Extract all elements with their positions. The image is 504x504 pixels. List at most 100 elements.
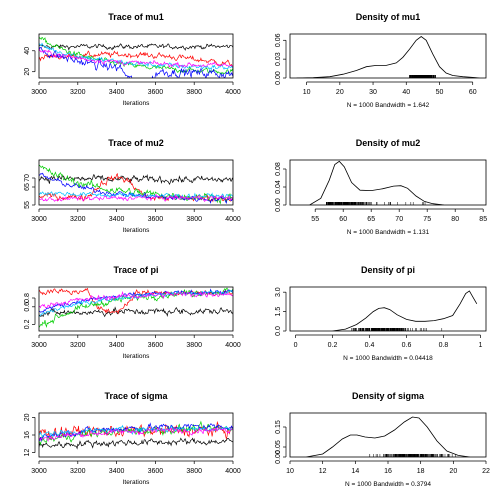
panel-title: Trace of mu1 — [108, 12, 164, 22]
y-tick-label: 0.03 — [275, 52, 282, 66]
plot-area — [306, 416, 470, 457]
x-tick-label: 20 — [336, 89, 344, 96]
trace-series-3 — [39, 36, 233, 75]
trace-series-1 — [39, 174, 233, 185]
plot-area — [39, 420, 233, 450]
y-axis: 0.2 0.60.8 — [24, 293, 36, 329]
x-tick-label: 22 — [482, 468, 490, 475]
trace-series-5 — [39, 424, 233, 438]
plot-frame — [289, 412, 487, 458]
x-axis-label: Iterations — [123, 353, 150, 360]
y-tick-label: 0.05 — [275, 440, 282, 454]
y-tick-label: 0.2 — [24, 319, 31, 329]
x-axis: 0 0.2 0.4 0.6 0.8 1 — [294, 334, 482, 349]
x-tick-label: 0.6 — [402, 342, 412, 349]
y-axis: 0.0 1.5 3.0 — [275, 287, 287, 336]
x-tick-label: 0.2 — [328, 342, 338, 349]
x-tick-label: 4000 — [225, 89, 241, 96]
y-tick-label: 65 — [24, 183, 31, 191]
panel-title: Trace of pi — [113, 265, 158, 275]
plot-frame — [38, 159, 234, 206]
trace-series-1 — [39, 43, 233, 51]
plot-area — [296, 35, 480, 78]
panel-title: Density of sigma — [352, 391, 425, 401]
x-tick-label: 3000 — [31, 216, 47, 223]
x-tick-label: 50 — [436, 89, 444, 96]
x-tick-label: 0.4 — [365, 342, 375, 349]
x-axis: 10 20 30 40 50 60 — [303, 81, 477, 96]
y-tick-label: 20 — [24, 68, 31, 76]
density-bandwidth-label: N = 1000 Bandwidth = 1.131 — [347, 229, 430, 236]
x-tick-label: 75 — [423, 216, 431, 223]
panel-title: Trace of mu2 — [108, 138, 164, 148]
density-bandwidth-label: N = 1000 Bandwidth = 0.3794 — [345, 481, 431, 488]
x-tick-label: 3400 — [109, 468, 125, 475]
trace-series-6 — [39, 427, 233, 442]
x-tick-label: 20 — [449, 468, 457, 475]
x-tick-label: 70 — [395, 216, 403, 223]
y-tick-label: 0.15 — [275, 420, 282, 434]
plot-frame — [38, 286, 234, 332]
plot-area — [309, 160, 445, 205]
plot-frame — [289, 286, 487, 332]
x-axis: 3000 3200 3400 3600 3800 4000 — [31, 460, 241, 475]
y-tick-label: 0.6 — [24, 302, 31, 312]
x-tick-label: 3600 — [148, 89, 164, 96]
density-curve — [306, 416, 470, 457]
x-tick-label: 3200 — [70, 468, 86, 475]
x-tick-label: 60 — [469, 89, 477, 96]
y-tick-label: 20 — [24, 413, 31, 421]
x-tick-label: 12 — [319, 468, 327, 475]
y-tick-label: 70 — [24, 174, 31, 182]
y-tick-label: 0.0 — [275, 326, 282, 336]
x-tick-label: 14 — [351, 468, 359, 475]
trace-series-3 — [39, 287, 233, 329]
y-tick-label: 3.0 — [275, 287, 282, 297]
panel-density-of-pi: Density of pi 0 0.2 0.4 0.6 0.8 1 0.0 1.5 3.0 N = … — [275, 265, 487, 362]
x-tick-label: 65 — [367, 216, 375, 223]
y-tick-label: 0.08 — [275, 162, 282, 176]
x-tick-label: 10 — [303, 89, 311, 96]
x-tick-label: 3200 — [70, 89, 86, 96]
plot-area — [332, 290, 478, 331]
panel-title: Density of pi — [361, 265, 415, 275]
x-tick-label: 3200 — [70, 216, 86, 223]
y-tick-label: 1.5 — [275, 307, 282, 317]
panel-density-of-mu1: Density of mu1 10 20 30 40 50 60 0.00 0.03 0.06 N … — [275, 12, 487, 109]
x-tick-label: 3400 — [109, 216, 125, 223]
x-axis-label: Iterations — [123, 100, 150, 107]
x-tick-label: 60 — [339, 216, 347, 223]
x-tick-label: 3400 — [109, 89, 125, 96]
trace-series-1 — [39, 437, 233, 450]
panel-trace-of-mu2: Trace of mu2 3000 3200 3400 3600 3800 4000 55 65… — [24, 138, 241, 234]
y-tick-label: 12 — [24, 449, 31, 457]
plot-area — [39, 164, 233, 205]
x-tick-label: 3800 — [186, 468, 202, 475]
x-tick-label: 3600 — [148, 216, 164, 223]
x-tick-label: 4000 — [225, 342, 241, 349]
plot-frame — [38, 33, 234, 79]
y-tick-label: 0.00 — [275, 450, 282, 464]
density-curve — [296, 35, 480, 78]
density-bandwidth-label: N = 1000 Bandwidth = 1.642 — [347, 102, 430, 109]
y-axis: 0.00 0.04 0.08 — [275, 162, 287, 212]
x-axis: 3000 3200 3400 3600 3800 4000 — [31, 81, 241, 96]
x-tick-label: 4000 — [225, 216, 241, 223]
plot-area — [39, 287, 233, 329]
x-tick-label: 3800 — [186, 216, 202, 223]
trace-series-6 — [39, 48, 233, 69]
x-tick-label: 3600 — [148, 342, 164, 349]
x-tick-label: 3000 — [31, 342, 47, 349]
x-tick-label: 0 — [294, 342, 298, 349]
x-tick-label: 1 — [478, 342, 482, 349]
x-axis: 10 12 14 16 18 20 22 — [286, 460, 490, 475]
y-tick-label: 0.00 — [275, 71, 282, 85]
density-curve — [309, 160, 445, 205]
y-axis: 0.000.05 0.15 — [275, 420, 287, 464]
x-tick-label: 3400 — [109, 342, 125, 349]
x-axis: 55 60 65 70 75 80 85 — [311, 208, 487, 223]
trace-series-2 — [39, 287, 233, 315]
y-tick-label: 0.00 — [275, 198, 282, 212]
